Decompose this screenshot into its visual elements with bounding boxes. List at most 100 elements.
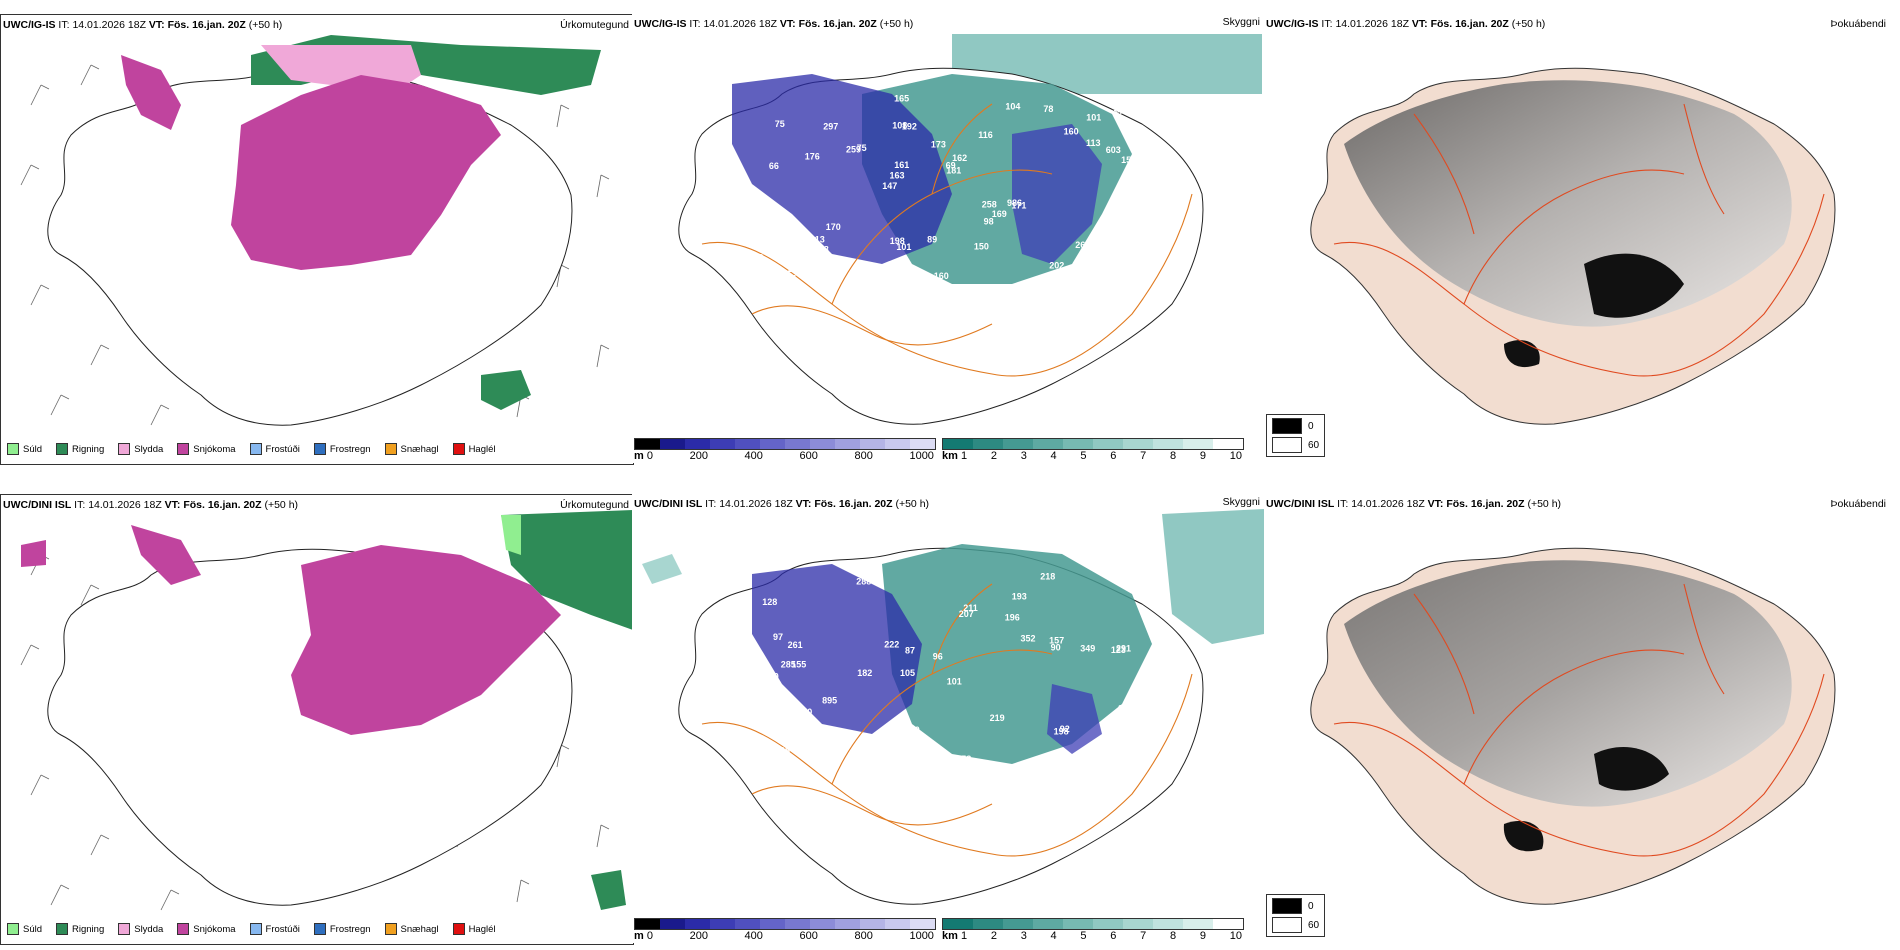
cbar-step	[660, 919, 685, 929]
cloudbase-value-label: 285	[781, 660, 796, 670]
cloudbase-value-label: 75	[857, 143, 867, 153]
legend-item-slydda: Slydda	[118, 923, 163, 935]
panel-title: UWC/DINI ISL IT: 14.01.2026 18Z VT: Fös.…	[634, 498, 930, 510]
panel-title: UWC/IG-IS IT: 14.01.2026 18Z VT: Fös. 16…	[3, 19, 283, 31]
cloudbase-value-label: 171	[886, 736, 901, 746]
cbar-step	[885, 439, 910, 449]
legend-swatch	[1272, 917, 1302, 933]
cbar-step	[910, 919, 935, 929]
cloudbase-value-label: 64	[757, 265, 767, 275]
cbar-step	[973, 439, 1003, 449]
cloudbase-value-label: 165	[894, 94, 909, 104]
cloudbase-value-label: 78	[1043, 104, 1053, 114]
cloudbase-value-label: 91	[787, 274, 797, 284]
fog-dense-2	[1504, 340, 1540, 368]
legend-swatch	[118, 443, 131, 455]
cloudbase-value-label: 128	[762, 597, 777, 607]
panel-title: UWC/IG-IS IT: 14.01.2026 18Z VT: Fös. 16…	[634, 18, 914, 30]
drizzle-edge	[501, 515, 521, 555]
cloudbase-area-east	[1047, 684, 1102, 754]
cloudbase-value-label: 150	[974, 242, 989, 252]
cloudbase-value-label: 90	[1051, 643, 1061, 653]
cloudbase-value-label: 198	[1054, 727, 1069, 737]
cloudbase-value-label: 78	[753, 253, 763, 263]
fog-legend-item: 60	[1272, 437, 1319, 453]
legend-swatch	[1272, 898, 1302, 914]
cloudbase-value-label: 147	[882, 181, 897, 191]
cloudbase-value-label: 267	[1075, 240, 1090, 250]
legend-item-frostudi: Frostúði	[249, 443, 300, 455]
cloudbase-value-label: 163	[890, 171, 905, 181]
fog-map-row2	[1310, 547, 1836, 905]
visibility-colorbar-labels: km 1 2 3 4 5 6 7 8 9 10	[942, 450, 1242, 462]
cbar-step	[810, 919, 835, 929]
legend-swatch	[384, 923, 397, 935]
legend-item-snjokoma: Snjókoma	[177, 923, 236, 935]
visibility-colorbar	[942, 438, 1244, 450]
cbar-step	[1123, 919, 1153, 929]
cbar-step	[1063, 439, 1093, 449]
legend-item-snaehagl: Snæhagl	[384, 443, 439, 455]
cloudbase-colorbar	[634, 918, 936, 930]
cbar-step	[785, 439, 810, 449]
legend-item-haglel: Haglél	[452, 923, 496, 935]
cbar-step	[943, 439, 973, 449]
cloudbase-value-label: 68	[952, 755, 962, 765]
cloudbase-value-label: 196	[1005, 612, 1020, 622]
cloudbase-value-label: 113	[1086, 138, 1101, 148]
cloudbase-value-label: 192	[902, 121, 917, 131]
cloudbase-value-label: 198	[890, 236, 905, 246]
precip-legend: Súld Rigning Slydda Snjókoma Frostúði Fr…	[7, 443, 496, 455]
panel-type-label: Úrkomutegund	[560, 19, 629, 31]
cbar-step	[860, 919, 885, 929]
cloudbase-value-label: 101	[896, 242, 911, 252]
fog-map-row1	[1310, 67, 1836, 425]
cloudbase-value-label: 603	[1106, 145, 1121, 155]
fog-dense	[1584, 253, 1684, 318]
cloudbase-value-label: 162	[952, 153, 967, 163]
legend-swatch	[313, 443, 326, 455]
cloudbase-value-label: 87	[905, 646, 915, 656]
cloudbase-value-label: 155	[791, 659, 806, 669]
legend-swatch	[177, 923, 190, 935]
cloudbase-colorbar-labels: m 0 200 400 600 800 1000	[634, 450, 934, 462]
cloudbase-value-label: 150	[797, 707, 812, 717]
cbar-step	[1093, 439, 1123, 449]
road-network	[701, 103, 1193, 377]
cbar-step	[735, 919, 760, 929]
panel-title: UWC/IG-IS IT: 14.01.2026 18Z VT: Fös. 16…	[1266, 18, 1546, 30]
cloudbase-value-label: 218	[788, 264, 803, 274]
vis-haze-west	[642, 554, 682, 584]
cbar-step	[1063, 919, 1093, 929]
cbar-step	[1033, 439, 1063, 449]
panel-type-label: Skyggni	[1222, 16, 1260, 28]
legend-item-sudd: Súld	[7, 443, 42, 455]
precip-panel-row1: UWC/IG-IS IT: 14.01.2026 18Z VT: Fös. 16…	[0, 14, 634, 465]
cloudbase-value-label: 95	[1118, 704, 1128, 714]
panel-type-label: Skyggni	[1222, 496, 1260, 508]
cloudbase-value-label: 202	[1049, 261, 1064, 271]
cloudbase-value-label: 123	[1111, 645, 1126, 655]
road-network	[701, 583, 1193, 857]
cloudbase-value-label: 347	[1112, 106, 1127, 116]
cloudbase-value-label: 53	[961, 754, 971, 764]
fog-legend: 0 60	[1266, 894, 1326, 937]
cloudbase-value-label: 160	[905, 725, 920, 735]
cloudbase-value-label: 89	[927, 234, 937, 244]
legend-swatch	[249, 923, 262, 935]
cbar-step	[1183, 439, 1213, 449]
cbar-step	[860, 439, 885, 449]
cloudbase-value-label: 170	[764, 672, 779, 682]
cloudbase-value-label: 98	[984, 217, 994, 227]
cbar-step	[710, 919, 735, 929]
cloudbase-value-labels: 64 66 101 147 116 218 108 173 108 75 78 308 192 162 17…	[753, 94, 1136, 284]
cloudbase-value-label: 94	[824, 258, 834, 268]
legend-swatch	[56, 923, 69, 935]
snow-area	[291, 545, 561, 735]
cloudbase-value-label: 261	[788, 640, 803, 650]
legend-swatch	[56, 443, 69, 455]
cloudbase-value-label: 69	[946, 160, 956, 170]
fog-panel-row2: UWC/DINI ISL IT: 14.01.2026 18Z VT: Fös.…	[1264, 494, 1900, 943]
cloudbase-value-label: 160	[1064, 127, 1079, 137]
cloudbase-value-label: 207	[959, 609, 974, 619]
